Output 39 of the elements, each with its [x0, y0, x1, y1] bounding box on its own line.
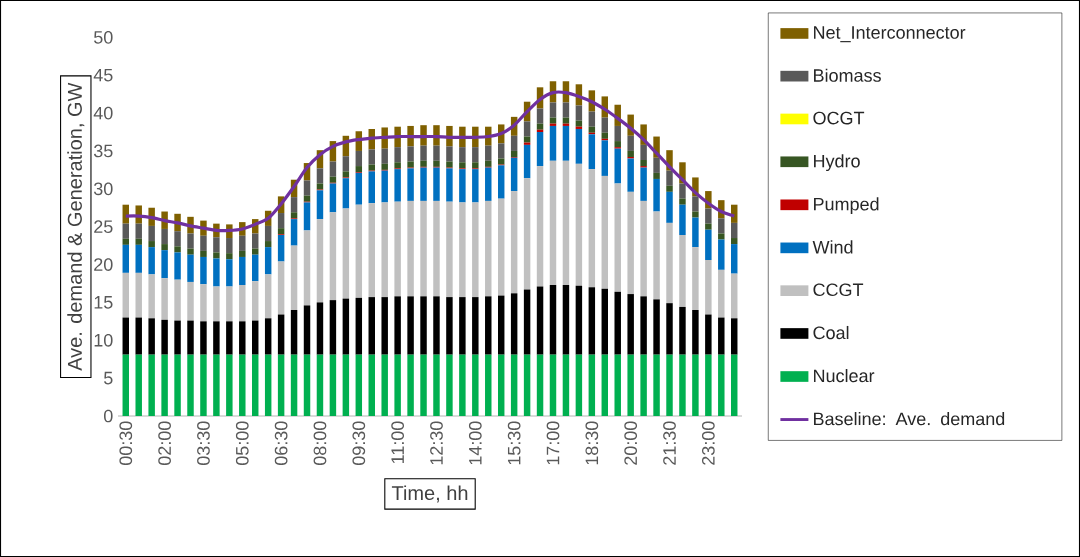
y-tick-label: 50 [93, 30, 113, 44]
x-tick-label: 11:00 [391, 421, 404, 464]
legend-label: Nuclear [814, 368, 875, 383]
legend-label: Net_Interconnector [814, 26, 966, 43]
y-tick-label: 20 [94, 258, 113, 271]
legend-label: CCGT [813, 283, 864, 297]
x-tick-label: 03:30 [197, 421, 210, 466]
y-tick-label: 25 [94, 220, 113, 234]
y-tick-label: 40 [93, 106, 113, 120]
y-tick-label: 45 [93, 68, 113, 82]
x-tick-label: 02:00 [158, 421, 171, 466]
x-tick-label: 18:30 [585, 421, 599, 465]
x-tick-label: 23:00 [701, 421, 715, 465]
legend-label: Baseline: Ave. demand [814, 412, 1005, 426]
y-tick-label: 0 [103, 409, 113, 423]
x-tick-label: 15:30 [507, 421, 521, 465]
x-tick-label: 09:30 [352, 421, 366, 466]
legend-label: Hydro [814, 154, 860, 172]
y-axis-title: Ave. demand & Generation, GW [67, 82, 85, 371]
x-tick-label: 20:00 [624, 421, 638, 465]
y-tick-label: 5 [103, 371, 113, 385]
x-tick-label: 21:30 [663, 421, 676, 465]
x-axis-title: Time, hh [391, 485, 468, 503]
legend-label: OCGT [813, 111, 865, 125]
legend-label: Wind [812, 240, 853, 254]
x-tick-label: 08:00 [313, 421, 327, 466]
x-tick-label: 12:30 [430, 421, 443, 465]
x-tick-label: 14:00 [468, 421, 482, 465]
y-tick-label: 35 [93, 144, 113, 158]
legend-label: Coal [813, 325, 849, 340]
x-tick-label: 06:30 [274, 421, 288, 466]
x-tick-label: 05:00 [235, 421, 249, 466]
legend-label: Pumped [814, 197, 879, 215]
y-tick-label: 15 [94, 296, 113, 309]
x-tick-label: 17:00 [546, 421, 560, 465]
legend-label: Biomass [814, 68, 881, 82]
y-tick-label: 10 [94, 333, 113, 347]
y-tick-label: 30 [93, 182, 113, 196]
x-tick-label: 00:30 [119, 421, 133, 466]
